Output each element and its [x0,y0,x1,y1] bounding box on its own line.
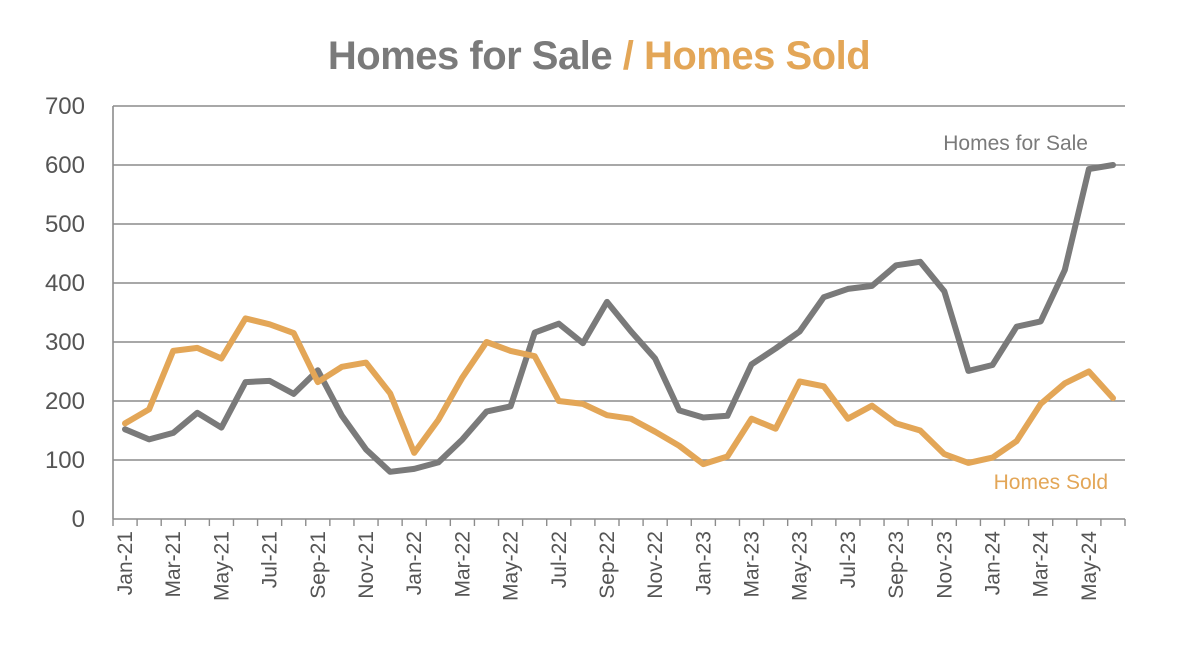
x-tick-label-jul-21: Jul-21 [259,531,282,588]
y-tick-label-0: 0 [72,506,85,533]
y-tick-label-100: 100 [45,447,85,474]
label-homes-for-sale: Homes for Sale [943,132,1088,155]
x-tick-label-sep-23: Sep-23 [885,531,908,599]
x-tick-label-jan-21: Jan-21 [114,531,137,595]
y-tick-label-600: 600 [45,152,85,179]
x-tick-label-sep-21: Sep-21 [307,531,330,599]
x-tick-label-may-23: May-23 [789,531,812,601]
y-tick-label-500: 500 [45,211,85,238]
chart-title: Homes for Sale / Homes Sold [0,34,1198,79]
x-tick-label-may-24: May-24 [1078,531,1101,601]
x-tick-label-nov-22: Nov-22 [644,531,667,599]
series-line-homes-for-sale [122,162,1116,475]
x-tick-label-mar-24: Mar-24 [1030,531,1053,598]
y-tick-label-700: 700 [45,93,85,120]
x-tick-label-may-21: May-21 [210,531,233,601]
title-separator: / [622,34,634,78]
x-tick-label-jul-23: Jul-23 [837,531,860,588]
x-tick-label-sep-22: Sep-22 [596,531,619,599]
y-tick-label-300: 300 [45,329,85,356]
x-tick-label-jan-24: Jan-24 [981,531,1004,596]
x-tick-label-jan-22: Jan-22 [403,531,426,595]
y-tick-label-400: 400 [45,270,85,297]
x-tick-label-mar-22: Mar-22 [451,531,474,598]
label-homes-sold: Homes Sold [994,471,1108,494]
x-tick-label-jul-22: Jul-22 [548,531,571,588]
series-line-homes-sold [122,315,1116,468]
x-tick-label-nov-21: Nov-21 [355,531,378,599]
y-tick-label-200: 200 [45,388,85,415]
title-homes-for-sale: Homes for Sale [327,34,613,78]
x-tick-label-nov-23: Nov-23 [933,531,956,599]
x-tick-label-jan-23: Jan-23 [692,531,715,595]
x-tick-label-may-22: May-22 [500,531,523,601]
title-homes-sold: Homes Sold [643,34,871,78]
x-tick-label-mar-21: Mar-21 [162,531,185,598]
x-tick-label-mar-23: Mar-23 [741,531,764,598]
